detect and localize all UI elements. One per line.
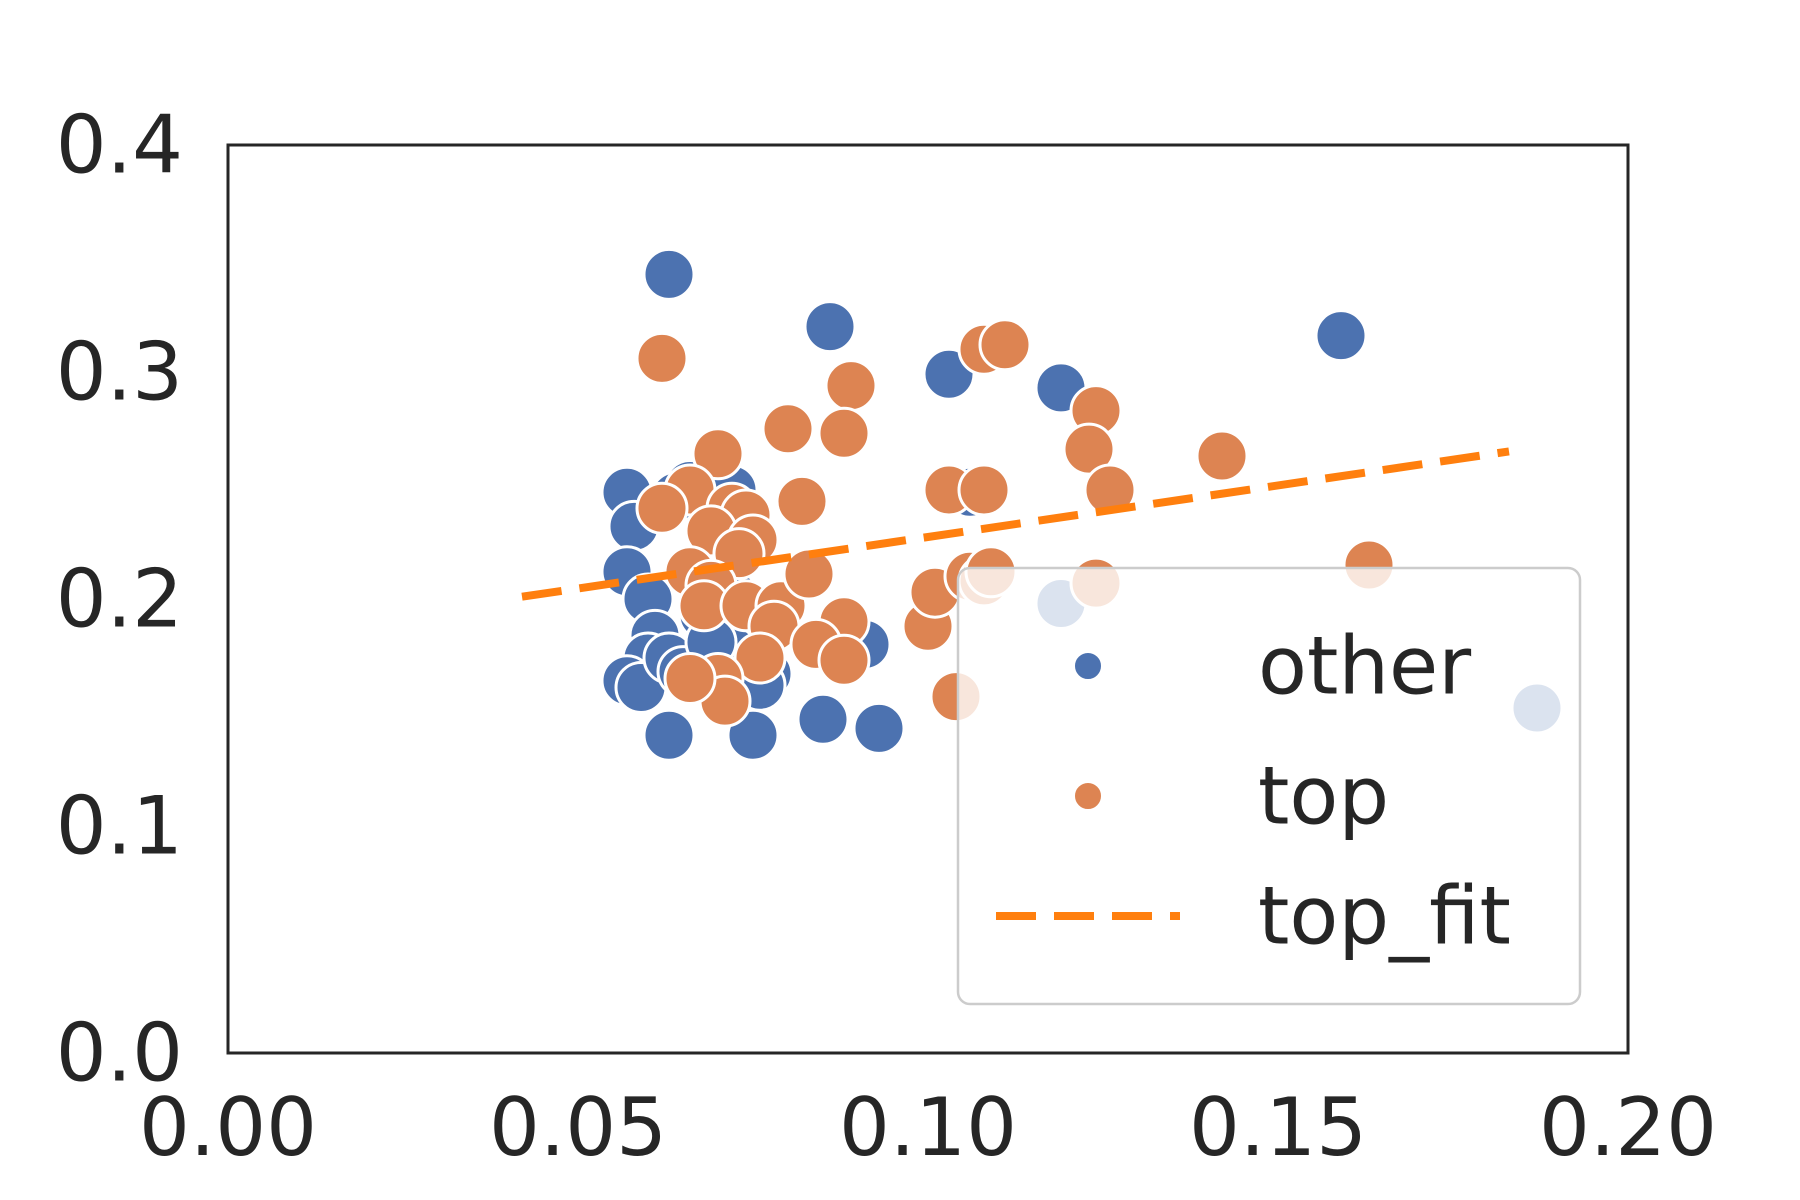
legend-box xyxy=(956,566,1582,1006)
y-tick-label: 0.1 xyxy=(56,780,183,873)
point-other xyxy=(796,692,850,746)
y-axis-ticks: 0.0 0.1 0.2 0.3 0.4 xyxy=(56,99,183,1100)
y-tick-label: 0.3 xyxy=(56,326,183,419)
x-axis-ticks: 0.00 0.05 0.10 0.15 0.20 xyxy=(139,1081,1717,1174)
point-top xyxy=(691,427,745,481)
point-other xyxy=(803,300,857,354)
point-other xyxy=(726,708,780,762)
point-top xyxy=(635,481,689,535)
y-tick-label: 0.4 xyxy=(56,99,183,192)
y-tick-label: 0.0 xyxy=(56,1007,183,1100)
point-top xyxy=(663,651,717,705)
point-other xyxy=(1314,309,1368,363)
x-tick-label: 0.15 xyxy=(1189,1081,1367,1174)
point-top xyxy=(957,463,1011,517)
x-tick-label: 0.05 xyxy=(489,1081,667,1174)
point-top xyxy=(1195,429,1249,483)
legend-label-top-fit: top_fit xyxy=(1258,870,1511,963)
point-top xyxy=(635,331,689,385)
x-tick-label: 0.10 xyxy=(839,1081,1017,1174)
legend-marker-top xyxy=(1073,781,1103,811)
point-top xyxy=(824,359,878,413)
legend-marker-other xyxy=(1073,651,1103,681)
point-other xyxy=(642,247,696,301)
legend-label-top: top xyxy=(1258,750,1389,843)
point-top xyxy=(775,474,829,528)
point-top xyxy=(761,402,815,456)
fit-line-top xyxy=(521,447,1510,601)
x-tick-label: 0.00 xyxy=(139,1081,317,1174)
point-other xyxy=(642,708,696,762)
y-tick-label: 0.2 xyxy=(56,553,183,646)
point-top xyxy=(1083,463,1137,517)
legend: other top top_fit xyxy=(956,566,1582,1006)
point-other xyxy=(852,701,906,755)
point-top xyxy=(817,633,871,687)
point-top xyxy=(978,318,1032,372)
point-top xyxy=(782,547,836,601)
point-top xyxy=(733,631,787,685)
x-tick-label: 0.20 xyxy=(1539,1081,1717,1174)
legend-label-other: other xyxy=(1258,620,1471,713)
point-top xyxy=(817,406,871,460)
